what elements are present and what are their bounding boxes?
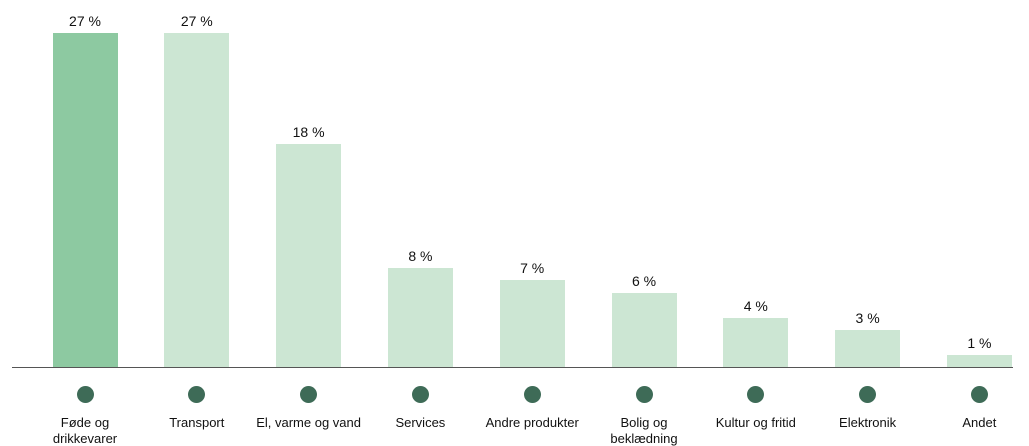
bar (946, 354, 1012, 367)
category-label: Andet (962, 415, 997, 430)
value-label: 27 % (69, 13, 101, 29)
category-label: Kultur og fritid (715, 415, 796, 430)
category-dot (747, 386, 765, 403)
baseline (12, 367, 1013, 368)
bar (835, 329, 901, 367)
value-label: 6 % (631, 272, 657, 289)
bar (276, 144, 342, 367)
category-dot (859, 386, 877, 403)
category-dot (411, 386, 429, 403)
value-label: 27 % (180, 13, 213, 29)
value-label: 8 % (408, 248, 433, 265)
category-label: Elektronik (839, 415, 897, 430)
category-label: Andre produkter (485, 415, 579, 430)
bar (164, 33, 230, 367)
value-label: 3 % (855, 309, 880, 326)
category-label: Føde og drikkevarer (52, 415, 118, 446)
bar (723, 317, 789, 367)
category-dot (300, 386, 318, 403)
value-label: 4 % (743, 297, 768, 314)
bar (52, 33, 118, 367)
bar (387, 268, 453, 367)
value-label: 1 % (967, 334, 992, 351)
category-label: El, varme og vand (256, 415, 361, 430)
category-label: Services (395, 415, 446, 430)
bar (499, 280, 565, 367)
category-dot (523, 386, 541, 403)
value-label: 7 % (520, 260, 545, 277)
category-dot (635, 386, 653, 403)
category-dot (188, 386, 206, 403)
category-label: Transport (169, 415, 225, 430)
bar (611, 292, 677, 367)
category-dot (76, 386, 94, 403)
category-label: Bolig og beklædning (610, 415, 678, 446)
category-dot (970, 386, 988, 403)
value-label: 18 % (292, 124, 325, 141)
